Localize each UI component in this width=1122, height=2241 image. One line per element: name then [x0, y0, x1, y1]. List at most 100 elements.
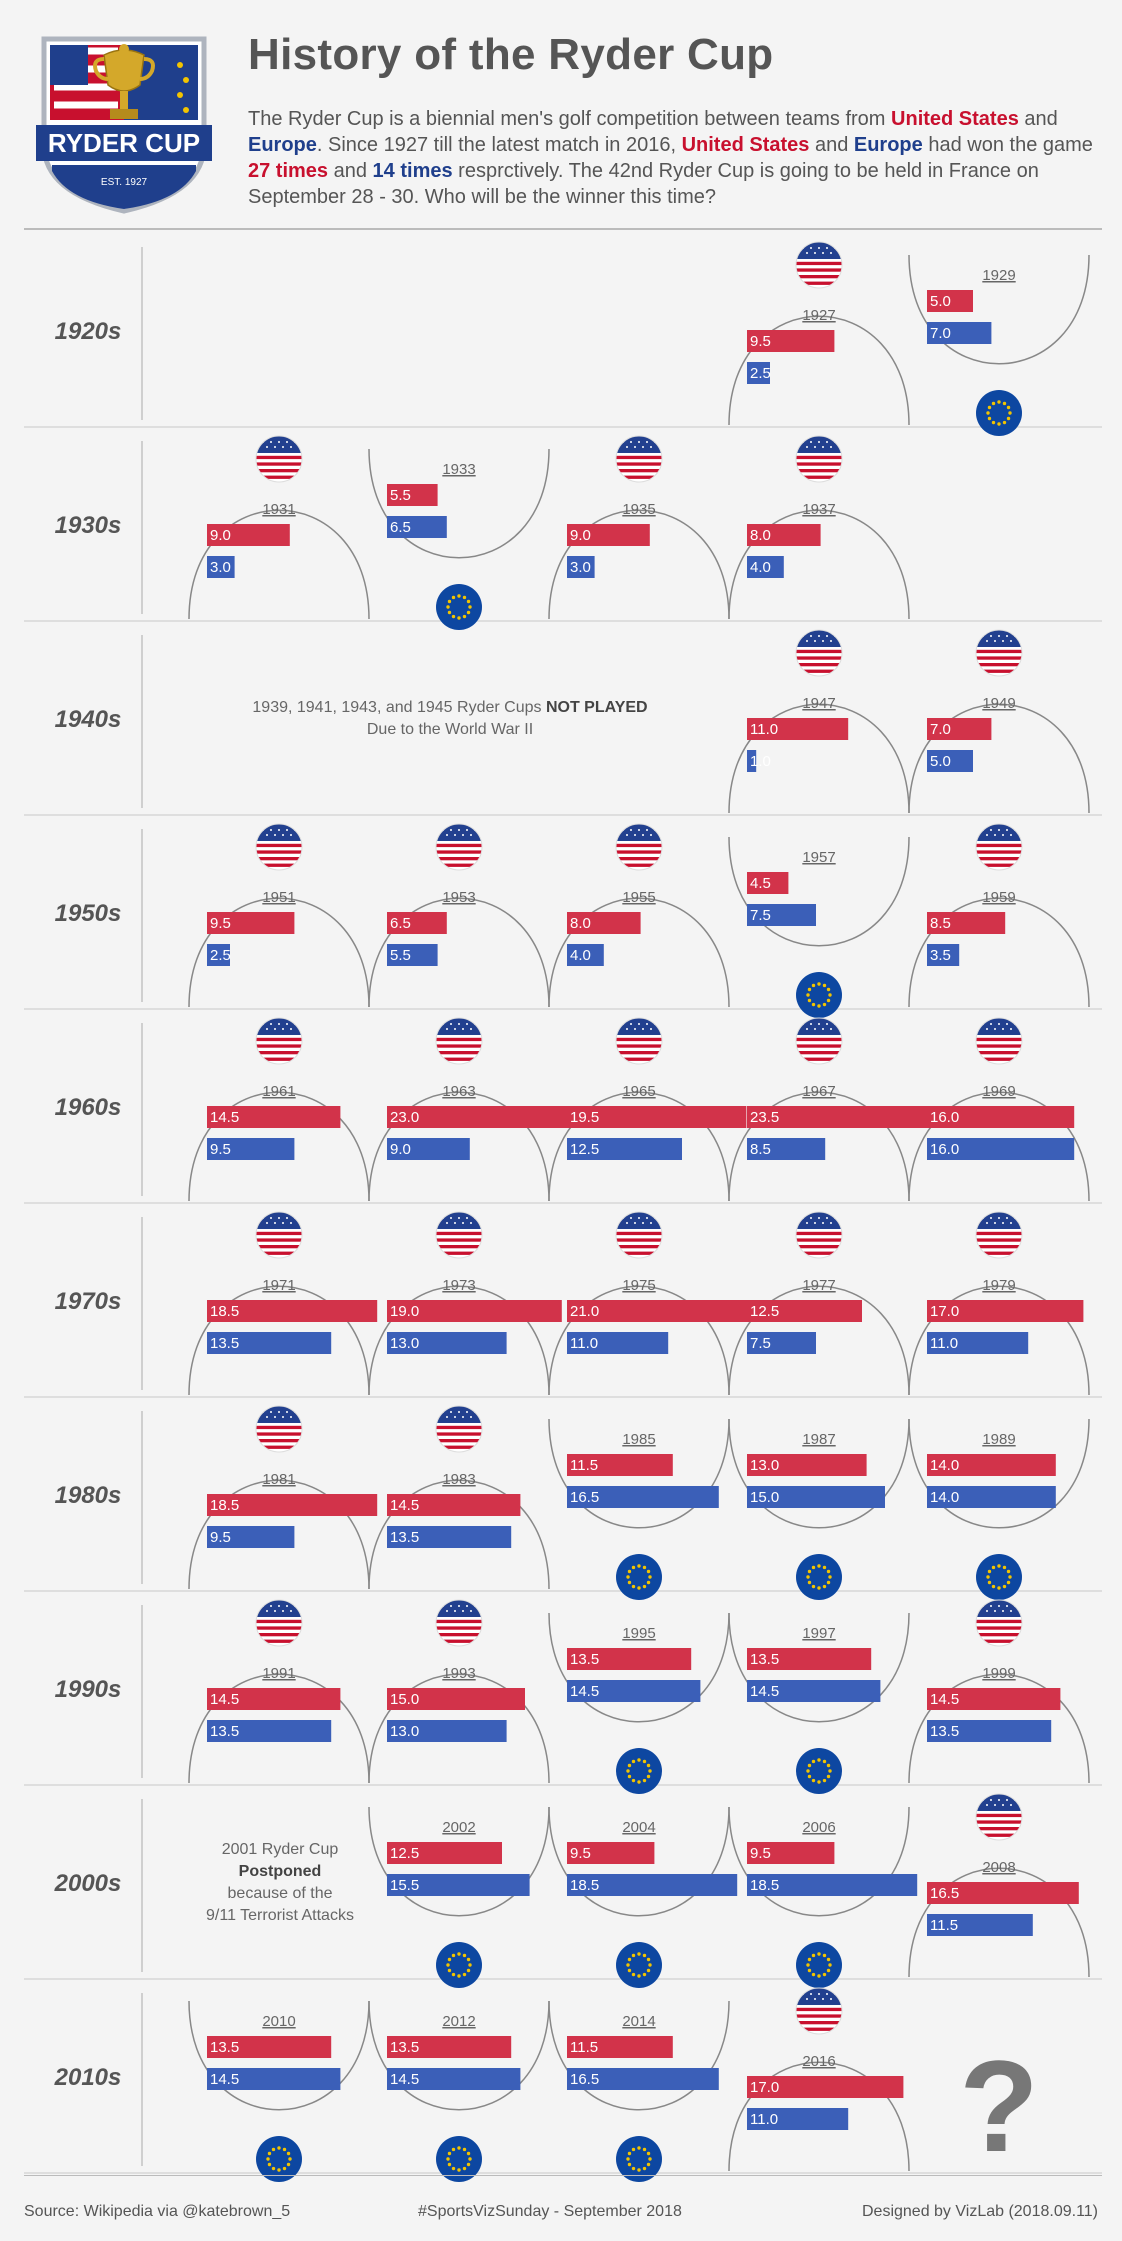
eu-score-label: 13.5 — [210, 1335, 239, 1352]
winner-arc — [188, 2000, 370, 2111]
eu-score-label: 7.5 — [750, 1335, 771, 1352]
us-score-label: 14.5 — [930, 1691, 959, 1708]
us-flag-star — [994, 640, 996, 642]
eu-flag-star — [462, 2147, 467, 2152]
us-flag-stripe — [436, 1439, 482, 1443]
match-1981: 1981 18.5 9.5 — [188, 1405, 378, 1590]
us-flag-star — [458, 829, 460, 831]
eu-flag-star — [451, 2147, 456, 2152]
us-score-bar — [927, 1300, 1084, 1322]
us-score-bar — [387, 912, 447, 934]
us-flag-canton — [976, 1600, 1022, 1617]
us-flag-stripe — [796, 275, 842, 279]
eu-score-bar — [747, 362, 770, 384]
eu-score-label: 8.5 — [750, 1141, 771, 1158]
eu-flag-star — [271, 2147, 276, 2152]
us-flag-stripe — [616, 469, 662, 473]
eu-flag-star — [462, 1972, 467, 1977]
eu-flag-star — [826, 1569, 831, 1574]
footer: Source: Wikipedia via @katebrown_5 #Spor… — [0, 2175, 1122, 2241]
us-flag-body — [796, 1212, 842, 1258]
eu-flag-disc — [976, 1554, 1022, 1600]
us-flag-star — [1006, 1023, 1008, 1025]
eu-flag-star — [466, 610, 471, 615]
match-year-label: 1991 — [262, 1665, 295, 1682]
match-1993: 1993 15.0 13.0 — [368, 1599, 550, 1784]
eu-score-label: 9.5 — [210, 1141, 231, 1158]
us-flag-stripe — [256, 1619, 302, 1624]
eu-flag-star — [817, 1952, 821, 1956]
us-flag-stripe — [436, 1231, 482, 1236]
us-flag-icon — [255, 1017, 303, 1065]
us-score-label: 23.5 — [750, 1109, 779, 1126]
intro-highlight-us: 27 times — [248, 160, 329, 182]
eu-flag-star — [626, 1963, 630, 1967]
us-flag-star — [994, 1028, 996, 1030]
us-flag-icon — [255, 435, 303, 483]
us-flag-icon — [975, 823, 1023, 871]
eu-score-label: 7.0 — [930, 325, 951, 342]
intro-highlight-eu: Europe — [853, 134, 923, 156]
match-2014: 2014 11.5 16.5 — [548, 2000, 730, 2182]
us-flag-star — [806, 1222, 808, 1224]
us-flag-star — [638, 1023, 640, 1025]
match-year-label: 1977 — [802, 1277, 835, 1294]
us-flag-icon — [975, 1017, 1023, 1065]
eu-flag-star — [286, 2162, 291, 2167]
us-flag-stripe — [436, 1057, 482, 1061]
us-flag-star — [810, 1993, 812, 1995]
us-score-label: 18.5 — [210, 1497, 239, 1514]
us-flag-rim — [255, 435, 303, 483]
us-flag-stripe — [796, 1251, 842, 1255]
eu-flag-star — [822, 1953, 827, 1958]
us-score-bar — [927, 912, 1006, 934]
eu-score-bar — [387, 1526, 512, 1548]
page-title: History of the Ryder Cup — [248, 30, 774, 79]
match-year-label: 1971 — [262, 1277, 295, 1294]
us-flag-stripe — [256, 1626, 302, 1630]
us-flag-stripe — [616, 1238, 662, 1242]
eu-flag-star — [446, 605, 450, 609]
eu-score-bar — [207, 944, 230, 966]
us-flag-rim — [975, 823, 1023, 871]
us-score-label: 14.5 — [210, 1109, 239, 1126]
eu-flag-star — [987, 416, 992, 421]
eu-flag-star — [646, 2151, 651, 2156]
eu-flag-star — [1006, 416, 1011, 421]
us-flag-star — [638, 829, 640, 831]
us-flag-star — [462, 1222, 464, 1224]
us-flag-body — [256, 1212, 302, 1258]
us-flag-star — [282, 834, 284, 836]
us-flag-body — [616, 1018, 662, 1064]
winner-arc — [548, 1091, 730, 1202]
eu-flag-star — [626, 1575, 630, 1579]
us-score-label: 19.0 — [390, 1303, 419, 1320]
us-flag-star — [642, 834, 644, 836]
us-score-bar — [747, 872, 789, 894]
eu-flag-star — [468, 605, 472, 609]
eu-flag-star — [986, 1575, 990, 1579]
eu-flag-disc — [796, 1942, 842, 1988]
us-flag-canton — [616, 436, 662, 453]
match-year-label: 2008 — [982, 1859, 1015, 1876]
us-flag-body — [256, 1018, 302, 1064]
eu-flag-star — [822, 1002, 827, 1007]
eu-flag-star — [446, 2157, 450, 2161]
eu-flag-star — [828, 1963, 832, 1967]
us-score-label: 13.5 — [390, 2039, 419, 2056]
us-flag-body — [796, 242, 842, 288]
eu-flag-icon — [976, 1554, 1022, 1600]
eu-flag-icon — [616, 2136, 662, 2182]
logo-established: EST. 1927 — [101, 177, 148, 188]
eu-flag-star — [1002, 1584, 1007, 1589]
us-flag-body — [976, 630, 1022, 676]
us-flag-star — [1006, 1217, 1008, 1219]
us-flag-star — [290, 1416, 292, 1418]
eu-score-bar — [747, 1680, 881, 1702]
us-flag-rim — [615, 1017, 663, 1065]
us-flag-star — [814, 640, 816, 642]
us-flag-star — [266, 1416, 268, 1418]
match-1975: 1975 21.0 11.0 — [548, 1211, 761, 1396]
eu-flag-star — [447, 1968, 452, 1973]
us-flag-stripe — [616, 1251, 662, 1255]
